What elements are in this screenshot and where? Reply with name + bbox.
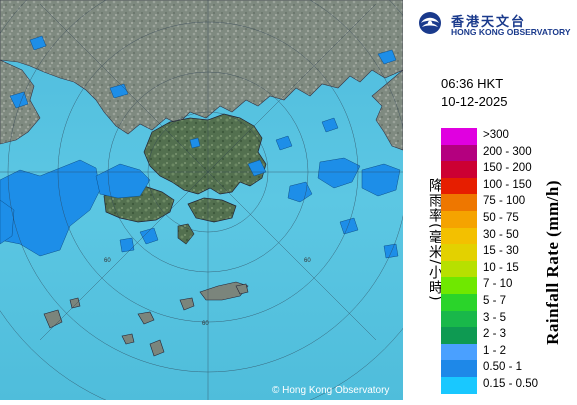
legend-swatch — [441, 210, 477, 228]
legend-panel: 香港天文台 HONG KONG OBSERVATORY 06:36 HKT 10… — [403, 0, 577, 400]
org-name-en: HONG KONG OBSERVATORY — [451, 27, 571, 37]
legend-title-en: Rainfall Rate (mm/h) — [543, 180, 562, 345]
legend-level-label: 15 - 30 — [483, 245, 519, 258]
legend-level-label: 3 - 5 — [483, 311, 507, 324]
legend-level-label: 100 - 150 — [483, 178, 532, 191]
legend-level-label: 200 - 300 — [483, 145, 532, 158]
radar-time: 06:36 HKT — [441, 76, 504, 91]
legend-level-label: 2 - 3 — [483, 328, 507, 341]
legend-swatch — [441, 227, 477, 245]
legend-level-label: 75 - 100 — [483, 195, 526, 208]
legend-level-label: 7 - 10 — [483, 278, 513, 291]
legend-swatch — [441, 343, 477, 361]
observatory-logo-icon — [419, 12, 441, 34]
legend-swatch — [441, 194, 477, 211]
org-name-cn: 香港天文台 — [451, 15, 527, 30]
legend-swatch — [441, 144, 477, 162]
legend-swatch — [441, 128, 477, 145]
legend-color-scale — [441, 128, 477, 394]
radar-map: 60 60 60 © Hong Kong Observatory — [0, 0, 459, 405]
hong-kong-island — [187, 197, 237, 223]
legend-swatch — [441, 360, 477, 377]
radar-date: 10-12-2025 — [441, 94, 508, 109]
legend-swatch — [441, 327, 477, 344]
legend-level-label: 10 - 15 — [483, 261, 519, 274]
legend-swatch — [441, 161, 477, 178]
range-ring-label: 60 — [202, 321, 209, 327]
range-ring-label: 60 — [304, 258, 311, 264]
hong-kong-land — [143, 113, 267, 195]
legend-level-label: 0.50 - 1 — [483, 361, 522, 374]
copyright-text: © Hong Kong Observatory — [272, 385, 390, 396]
legend-level-label: 30 - 50 — [483, 228, 519, 241]
lamma-island — [177, 223, 195, 245]
legend-swatch — [441, 244, 477, 261]
legend-swatch — [441, 293, 477, 311]
legend-level-label: >300 — [483, 129, 509, 141]
legend-level-label: 1 - 2 — [483, 344, 507, 357]
legend-swatch — [441, 277, 477, 294]
legend-title-cn: 降雨率(毫米/小時) — [427, 178, 443, 302]
legend-swatch — [441, 376, 477, 394]
observatory-logo: 香港天文台 HONG KONG OBSERVATORY — [417, 8, 577, 38]
east-coast-land — [371, 69, 404, 151]
legend-level-label: 0.15 - 0.50 — [483, 378, 538, 390]
legend-level-label: 5 - 7 — [483, 295, 507, 307]
southern-islands — [43, 281, 249, 357]
legend-swatch — [441, 310, 477, 328]
legend-swatch — [441, 177, 477, 195]
mainland-land — [0, 0, 404, 135]
range-ring-label: 60 — [104, 258, 111, 264]
legend-swatch — [441, 260, 477, 278]
legend-level-label: 50 - 75 — [483, 212, 519, 224]
legend-level-label: 150 - 200 — [483, 162, 532, 175]
